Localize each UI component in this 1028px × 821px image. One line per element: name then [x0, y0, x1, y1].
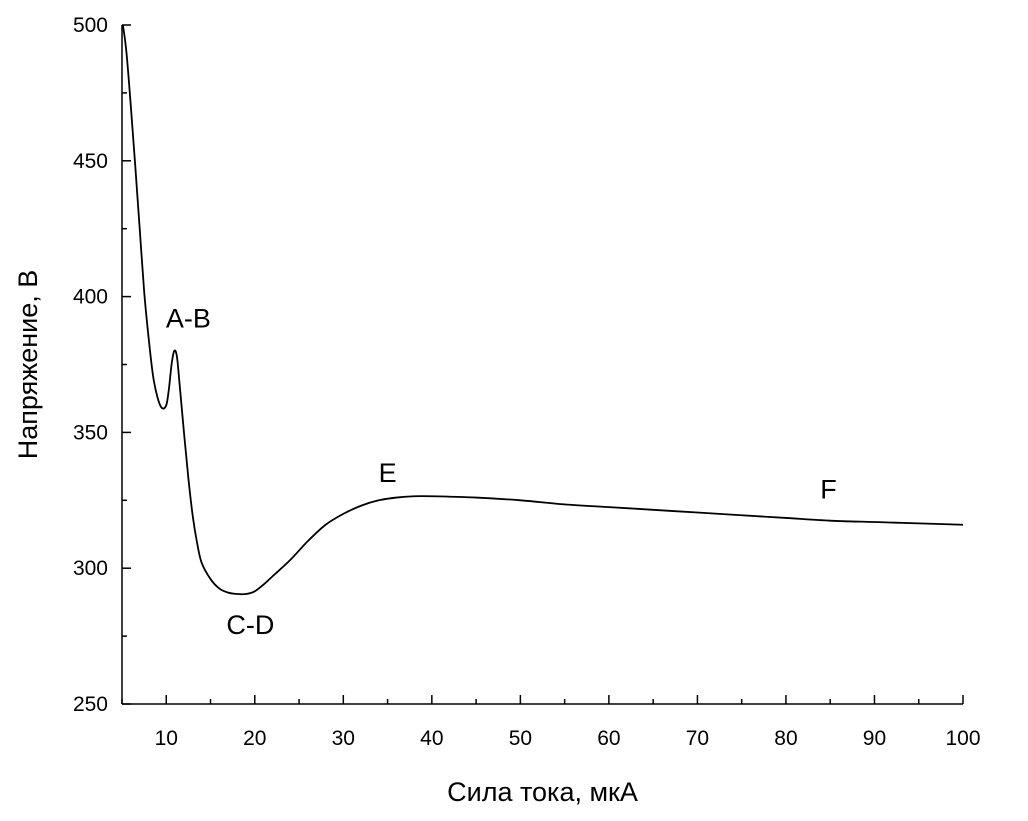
- x-tick-label-20: 20: [243, 727, 266, 750]
- x-tick-label-40: 40: [420, 727, 443, 750]
- x-tick-label-10: 10: [155, 727, 178, 750]
- x-tick-label-70: 70: [686, 727, 709, 750]
- y-tick-label-500: 500: [73, 14, 108, 37]
- y-axis-title: Напряжение, В: [13, 270, 43, 460]
- annotation-f: F: [820, 474, 837, 504]
- x-tick-label-80: 80: [774, 727, 797, 750]
- x-ticks: 10 20 30 40 50 60 70 80 90 100: [121, 695, 981, 750]
- y-tick-label-400: 400: [73, 286, 108, 309]
- axes: [121, 25, 963, 705]
- annotation-a-b: A-B: [166, 303, 211, 333]
- annotation-c-d: C-D: [226, 610, 274, 640]
- y-ticks: 250 300 350 400 450 500: [73, 14, 131, 716]
- x-tick-label-50: 50: [509, 727, 532, 750]
- y-tick-label-250: 250: [73, 693, 108, 716]
- x-tick-label-100: 100: [945, 727, 980, 750]
- annotations: A-B C-D E F: [166, 303, 837, 640]
- x-tick-label-60: 60: [597, 727, 620, 750]
- y-tick-label-350: 350: [73, 421, 108, 444]
- x-tick-label-90: 90: [863, 727, 886, 750]
- y-tick-label-450: 450: [73, 150, 108, 173]
- annotation-e: E: [379, 458, 397, 488]
- x-tick-label-30: 30: [332, 727, 355, 750]
- y-tick-label-300: 300: [73, 557, 108, 580]
- series-line: [121, 24, 964, 596]
- x-axis-title: Сила тока, мкА: [447, 777, 638, 807]
